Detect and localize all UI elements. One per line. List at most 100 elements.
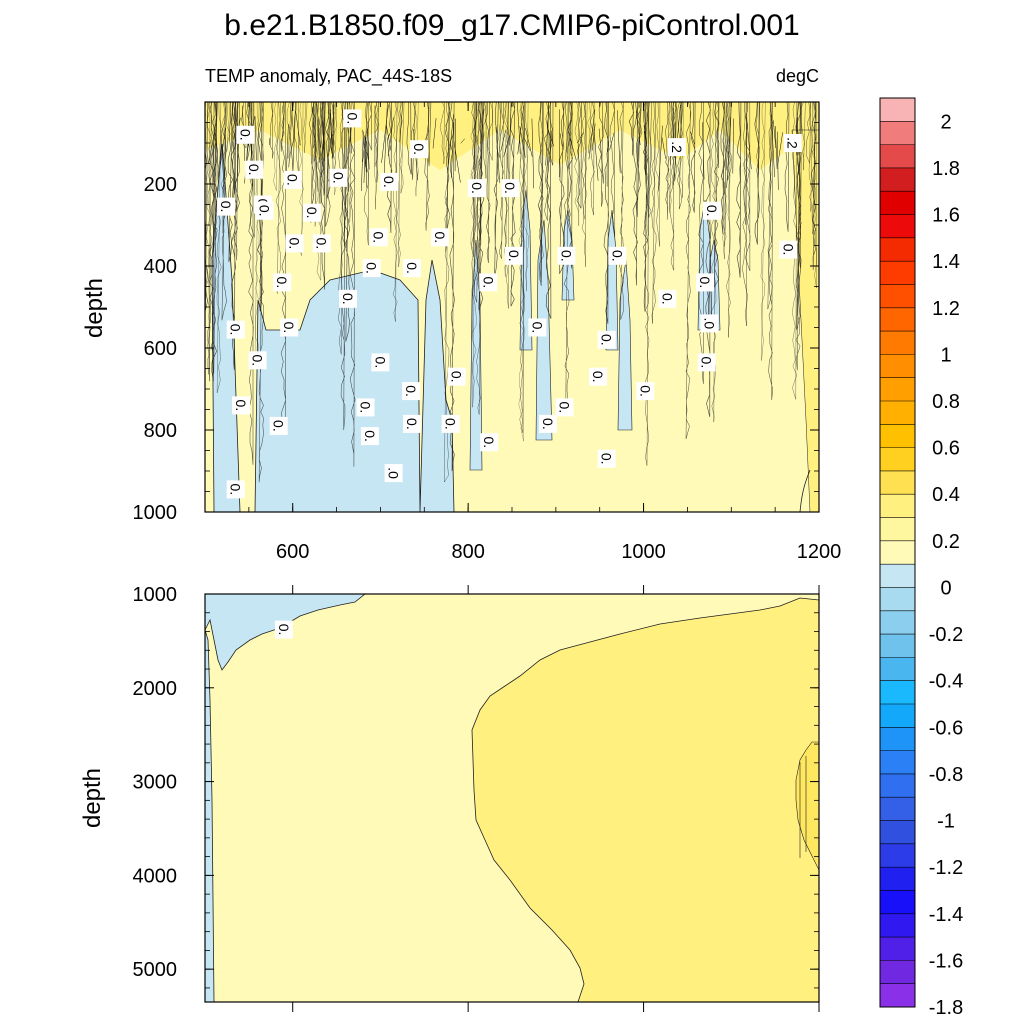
top-ylabel: depth <box>81 278 108 338</box>
colorbar-label: -0.2 <box>929 624 963 646</box>
colorbar: 21.81.61.41.210.80.60.40.20-0.2-0.4-0.6-… <box>880 98 963 1024</box>
colorbar-swatch <box>880 751 915 775</box>
colorbar-swatch <box>880 634 915 658</box>
contour-label: 0. <box>362 430 378 442</box>
bottom-panel: 0. 1000 2000 3000 4000 5000 depth <box>79 584 819 1012</box>
colorbar-swatch <box>880 354 915 378</box>
figure-title: b.e21.B1850.f09_g17.CMIP6-piControl.001 <box>224 9 799 42</box>
contour-label: 0. <box>250 354 266 366</box>
contour-label: .2 <box>669 141 685 153</box>
contour-label: 0. <box>403 385 419 397</box>
contour-label: 0. <box>371 231 387 243</box>
colorbar-swatch <box>880 890 915 914</box>
colorbar-swatch <box>880 98 915 122</box>
top-panel: TEMP anomaly, PAC_44S-18S degC 0.0..2.20… <box>81 66 841 563</box>
contour-label: .0 <box>701 318 717 330</box>
colorbar-label: -0.4 <box>929 671 963 693</box>
contour-label: 0. <box>557 402 573 414</box>
contour-label: 0. <box>287 238 303 250</box>
contour-label: 0. <box>540 418 556 430</box>
contour-label: 0. <box>480 277 496 289</box>
contour-label: 0. <box>558 250 574 262</box>
contour-label: 0. <box>590 371 606 383</box>
y-tick-label: 2000 <box>133 678 178 700</box>
contour-label: 0. <box>502 182 518 194</box>
colorbar-swatch <box>880 984 915 1008</box>
colorbar-swatch <box>880 611 915 635</box>
x-tick-label: 1200 <box>797 541 842 563</box>
colorbar-swatch <box>880 937 915 961</box>
y-tick-label: 1000 <box>133 584 178 606</box>
colorbar-swatch <box>880 145 915 169</box>
y-tick-label: 3000 <box>133 772 178 794</box>
colorbar-label: 0.6 <box>932 438 960 460</box>
contour-label: 0. <box>257 205 273 217</box>
colorbar-swatch <box>880 821 915 845</box>
contour-label: 0. <box>529 322 545 334</box>
colorbar-swatch <box>880 960 915 984</box>
colorbar-swatch <box>880 471 915 495</box>
colorbar-label: 1.8 <box>932 158 960 180</box>
colorbar-swatch <box>880 797 915 821</box>
colorbar-swatch <box>880 774 915 798</box>
x-tick-label: 1000 <box>621 541 666 563</box>
colorbar-label: 1 <box>940 344 951 366</box>
colorbar-swatch <box>880 401 915 425</box>
contour-label: 0. <box>404 418 420 430</box>
colorbar-swatch <box>880 331 915 355</box>
contour-label: 0. <box>432 231 448 243</box>
y-tick-label: 5000 <box>133 959 178 981</box>
colorbar-swatch <box>880 727 915 751</box>
bottom-ylabel: depth <box>79 768 106 828</box>
contour-label: 0. <box>314 238 330 250</box>
colorbar-swatch <box>880 657 915 681</box>
colorbar-label: -1.4 <box>929 904 963 926</box>
contour-label: 0. <box>609 250 625 262</box>
contour-label: 0. <box>443 418 459 430</box>
contour-label: 0. <box>599 453 615 465</box>
contour-label: 0. <box>330 172 346 184</box>
colorbar-swatch <box>880 378 915 402</box>
contour-label: 0. <box>699 357 715 369</box>
colorbar-swatch <box>880 308 915 332</box>
colorbar-swatch <box>880 564 915 588</box>
contour-label: 0. <box>228 484 244 496</box>
colorbar-label: 0.4 <box>932 484 960 506</box>
y-tick-label: 4000 <box>133 865 178 887</box>
colorbar-swatch <box>880 238 915 262</box>
contour-label: 0. <box>637 385 653 397</box>
contour-label: 0. <box>704 205 720 217</box>
colorbar-swatch <box>880 494 915 518</box>
contour-label: 0. <box>344 113 360 125</box>
contour-label: 0. <box>271 420 287 432</box>
contour-label: 0. <box>274 277 290 289</box>
colorbar-swatch <box>880 424 915 448</box>
y-tick-label: 1000 <box>133 502 178 524</box>
colorbar-swatch <box>880 541 915 565</box>
colorbar-label: 1.4 <box>932 251 960 273</box>
colorbar-swatch <box>880 681 915 705</box>
contour-label: 0. <box>404 262 420 274</box>
colorbar-swatch <box>880 587 915 611</box>
contour-label: 0. <box>411 143 427 155</box>
x-tick-label: 600 <box>276 541 309 563</box>
colorbar-label: 1.6 <box>932 205 960 227</box>
colorbar-label: -1.2 <box>929 857 963 879</box>
colorbar-swatch <box>880 168 915 192</box>
colorbar-swatch <box>880 914 915 938</box>
contour-label: 0. <box>506 250 522 262</box>
colorbar-swatch <box>880 261 915 285</box>
colorbar-swatch <box>880 121 915 145</box>
y-tick-label: 600 <box>144 338 177 360</box>
colorbar-swatch <box>880 518 915 542</box>
top-subtitle-right: degC <box>776 66 819 86</box>
contour-label: 0. <box>304 207 320 219</box>
x-tick-label: 800 <box>451 541 484 563</box>
contour-label: 0. <box>364 262 380 274</box>
colorbar-swatch <box>880 284 915 308</box>
colorbar-swatch <box>880 448 915 472</box>
contour-label: 0. <box>276 624 292 636</box>
colorbar-label: -1.6 <box>929 950 963 972</box>
contour-label: 0. <box>237 129 253 141</box>
